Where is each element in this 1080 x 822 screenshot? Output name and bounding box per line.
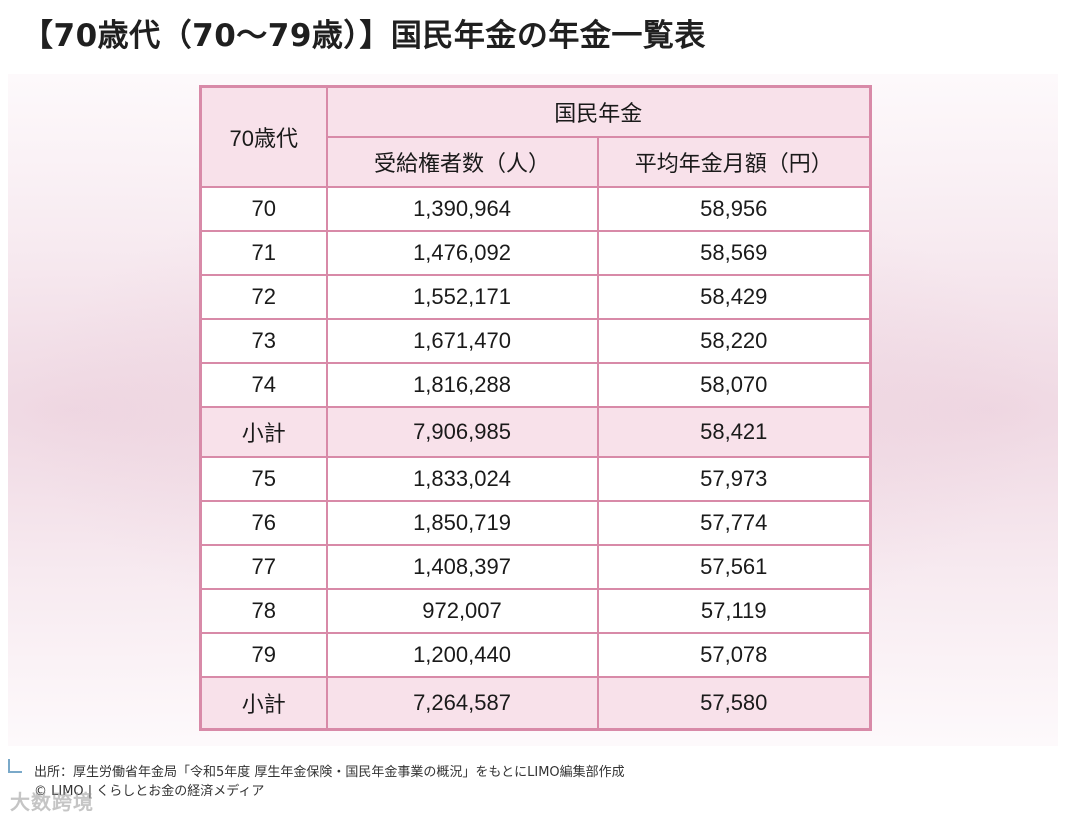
- subtotal-row: 小計 7,264,587 57,580: [199, 676, 872, 731]
- average-cell: 57,119: [596, 588, 872, 634]
- age-cell: 79: [199, 632, 328, 678]
- recipients-cell: 7,906,985: [325, 406, 599, 458]
- source-note: 出所：厚生労働省年金局「令和5年度 厚生年金保険・国民年金事業の概況」をもとにL…: [34, 765, 625, 780]
- average-cell: 57,561: [596, 544, 872, 590]
- age-cell: 71: [199, 230, 328, 276]
- recipients-cell: 1,476,092: [325, 230, 599, 276]
- average-cell: 58,569: [596, 230, 872, 276]
- watermark: 大数跨境: [10, 790, 94, 814]
- age-cell: 75: [199, 456, 328, 502]
- recipients-cell: 7,264,587: [325, 676, 599, 731]
- recipients-cell: 1,833,024: [325, 456, 599, 502]
- recipients-cell: 1,816,288: [325, 362, 599, 408]
- average-cell: 58,220: [596, 318, 872, 364]
- source-corner-icon: [8, 759, 22, 773]
- pension-table: 70歳代 国民年金 受給権者数（人） 平均年金月額（円） 70 1,390,96…: [199, 85, 873, 731]
- table-row: 79 1,200,440 57,078: [199, 632, 872, 678]
- table-row: 74 1,816,288 58,070: [199, 362, 872, 408]
- average-cell: 57,973: [596, 456, 872, 502]
- average-cell: 57,078: [596, 632, 872, 678]
- recipients-cell: 1,200,440: [325, 632, 599, 678]
- average-cell: 58,429: [596, 274, 872, 320]
- average-cell: 58,421: [596, 406, 872, 458]
- age-cell: 小計: [199, 406, 328, 458]
- age-cell: 小計: [199, 676, 328, 731]
- average-cell: 58,956: [596, 186, 872, 232]
- age-cell: 70: [199, 186, 328, 232]
- table-row: 71 1,476,092 58,569: [199, 230, 872, 276]
- recipients-column-header: 受給権者数（人）: [325, 136, 599, 188]
- table-figure: 70歳代 国民年金 受給権者数（人） 平均年金月額（円） 70 1,390,96…: [8, 74, 1058, 746]
- age-group-header: 70歳代: [199, 85, 328, 188]
- average-cell: 58,070: [596, 362, 872, 408]
- table-row: 72 1,552,171 58,429: [199, 274, 872, 320]
- table-row: 78 972,007 57,119: [199, 588, 872, 634]
- age-cell: 73: [199, 318, 328, 364]
- age-cell: 72: [199, 274, 328, 320]
- age-cell: 76: [199, 500, 328, 546]
- age-cell: 78: [199, 588, 328, 634]
- table-row: 75 1,833,024 57,973: [199, 456, 872, 502]
- table-row: 76 1,850,719 57,774: [199, 500, 872, 546]
- recipients-cell: 1,850,719: [325, 500, 599, 546]
- table-row: 70 1,390,964 58,956: [199, 186, 872, 232]
- copyright-credit: © LIMO | くらしとお金の経済メディア: [34, 784, 265, 799]
- age-cell: 74: [199, 362, 328, 408]
- table-row: 73 1,671,470 58,220: [199, 318, 872, 364]
- average-monthly-column-header: 平均年金月額（円）: [596, 136, 872, 188]
- average-cell: 57,774: [596, 500, 872, 546]
- average-cell: 57,580: [596, 676, 872, 731]
- recipients-cell: 1,390,964: [325, 186, 599, 232]
- page-title: 【70歳代（70〜79歳）】国民年金の年金一覧表: [22, 18, 706, 54]
- recipients-cell: 1,552,171: [325, 274, 599, 320]
- age-cell: 77: [199, 544, 328, 590]
- recipients-cell: 972,007: [325, 588, 599, 634]
- recipients-cell: 1,408,397: [325, 544, 599, 590]
- table-row: 77 1,408,397 57,561: [199, 544, 872, 590]
- national-pension-header: 国民年金: [325, 85, 872, 138]
- recipients-cell: 1,671,470: [325, 318, 599, 364]
- subtotal-row: 小計 7,906,985 58,421: [199, 406, 872, 458]
